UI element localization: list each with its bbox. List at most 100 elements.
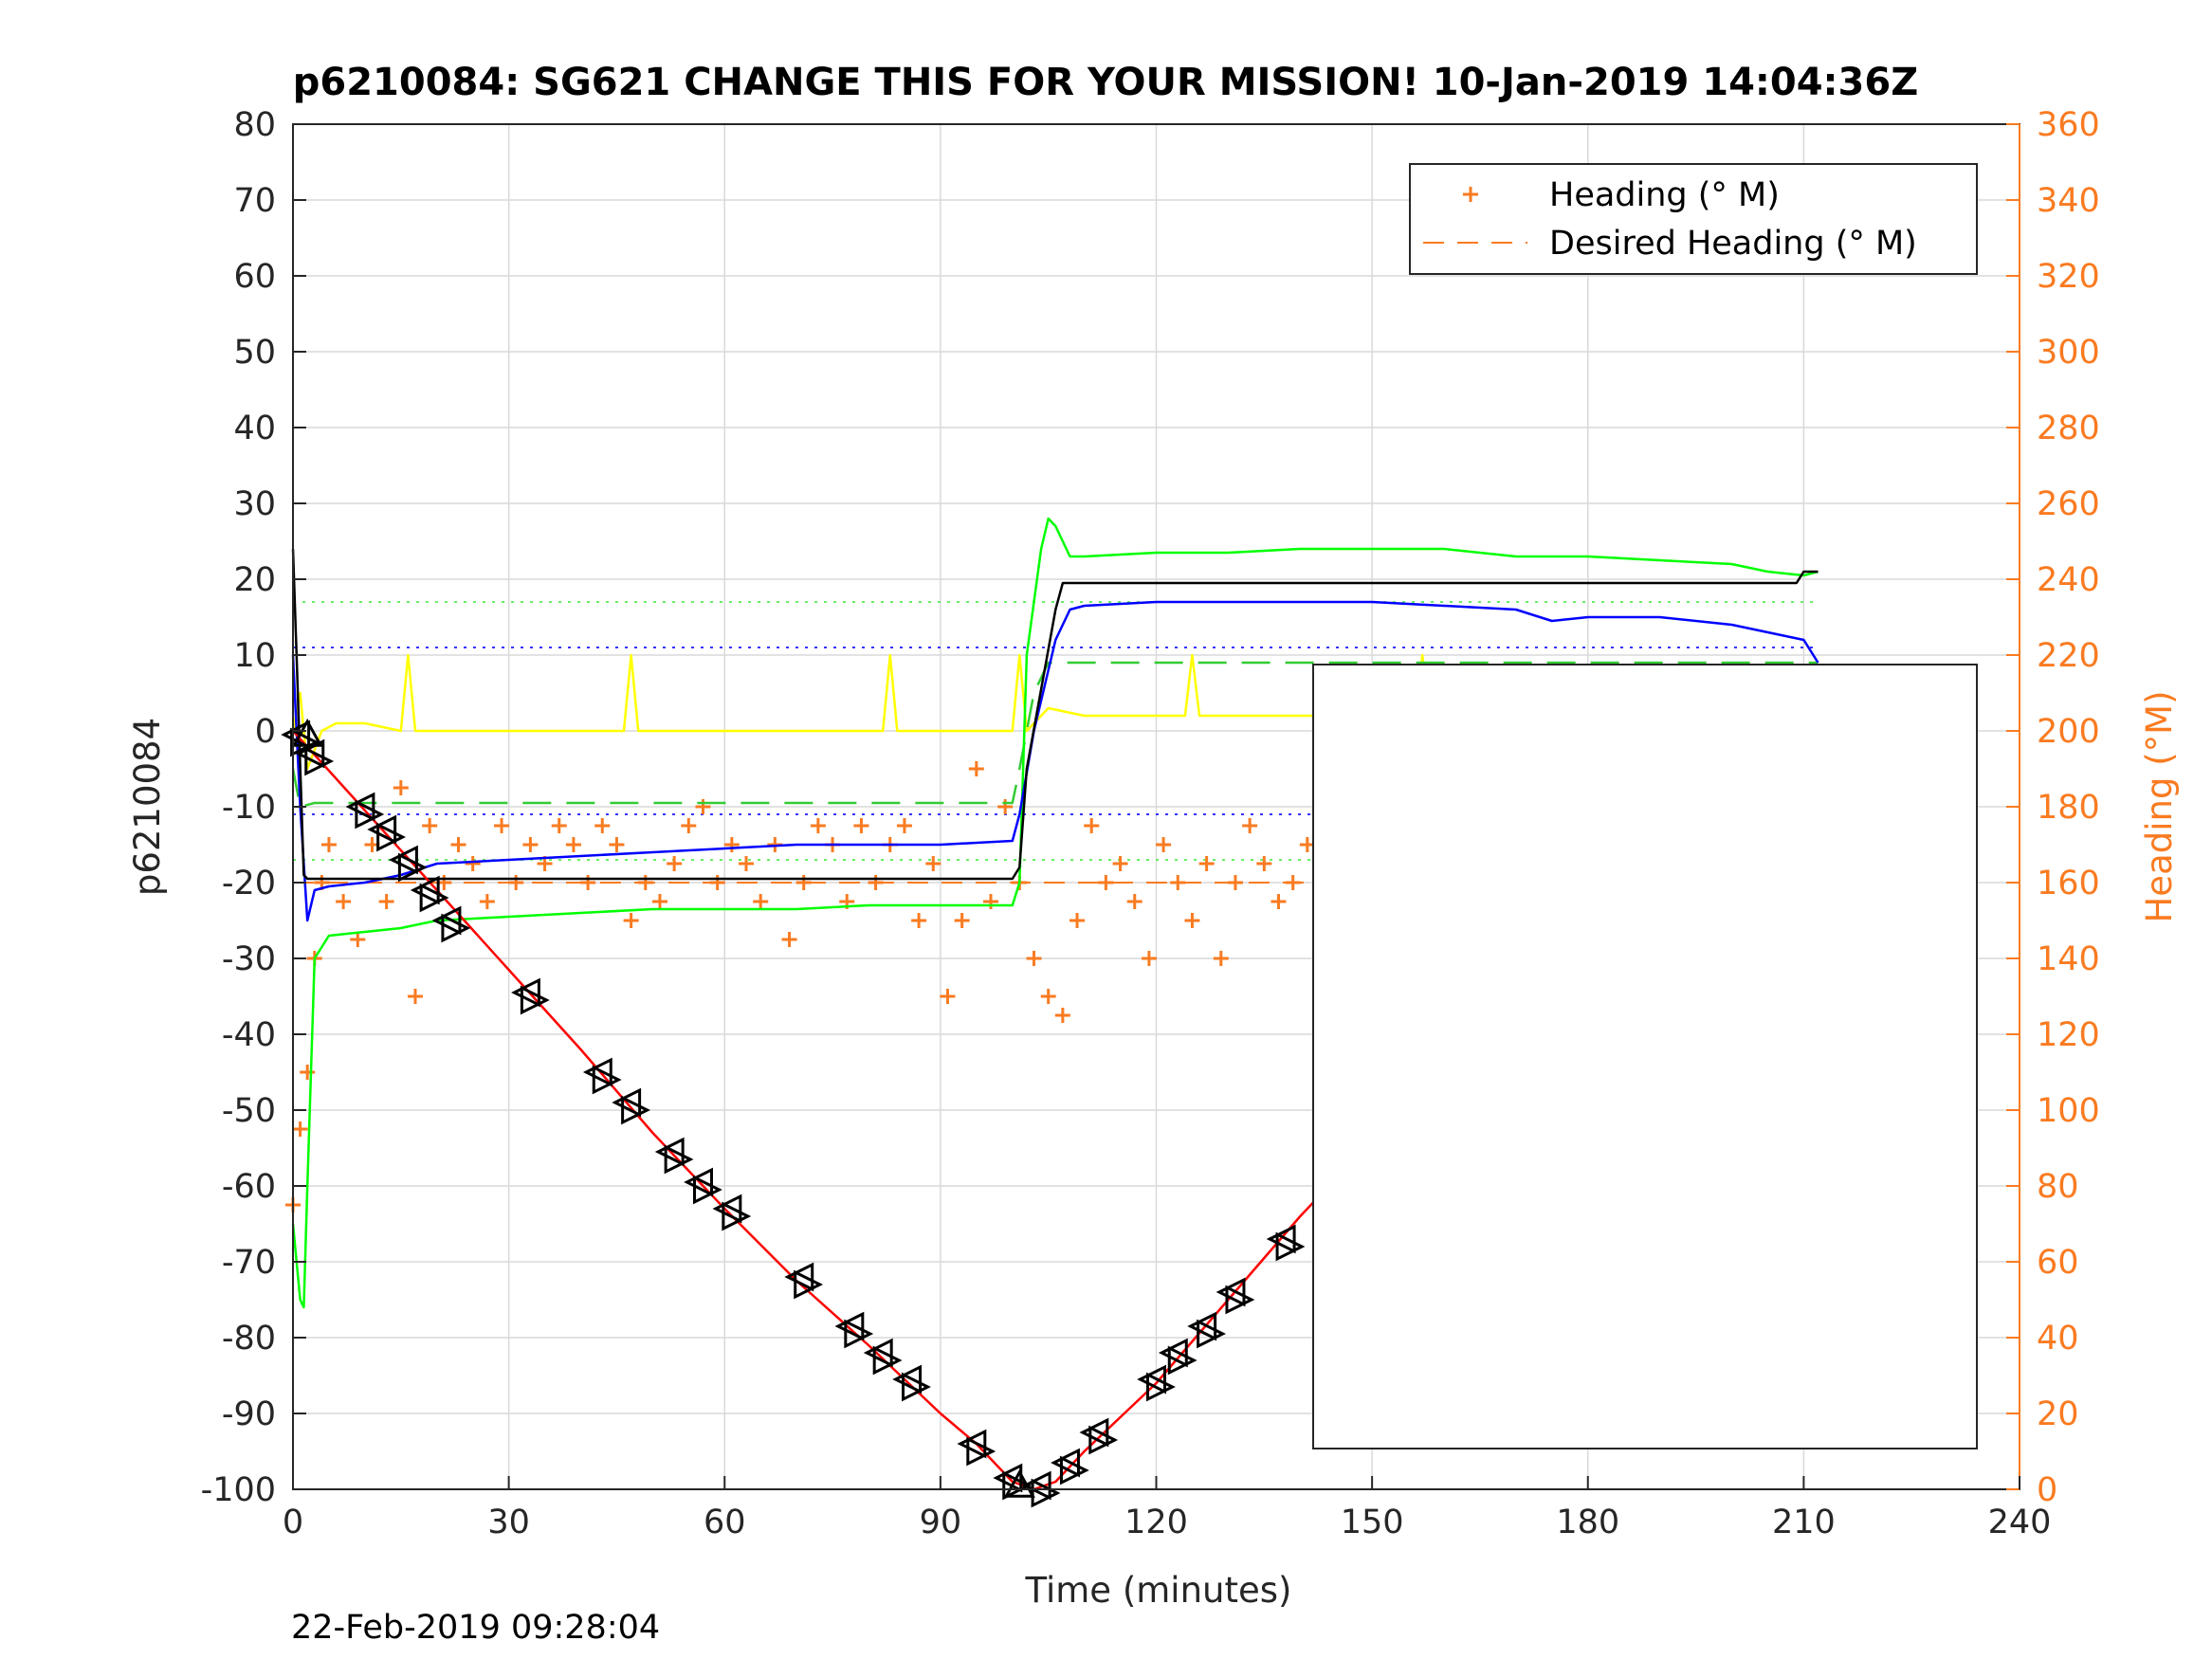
roll-to-stbd-marker [520, 985, 550, 1015]
roll-to-port-marker [511, 977, 540, 1008]
roll-to-stbd-marker [1088, 1425, 1119, 1455]
x-tick-label: 90 [920, 1504, 962, 1541]
roll-to-stbd-marker [304, 746, 335, 776]
heading-point [350, 932, 366, 947]
roll-to-port-marker [1187, 1311, 1217, 1341]
roll-to-stbd-marker [290, 727, 320, 757]
y-tick-label: 40 [233, 410, 276, 447]
legend-main [1312, 664, 1978, 1449]
heading-point [422, 818, 438, 833]
roll-to-stbd-marker [397, 852, 428, 883]
y-tick-label: -70 [222, 1244, 276, 1282]
y-tick-label: -60 [222, 1168, 276, 1206]
roll-to-port-marker [1216, 1277, 1246, 1307]
roll-to-port-marker [993, 1463, 1023, 1493]
roll-to-port-marker [1079, 1417, 1109, 1448]
heading-point [594, 818, 611, 833]
heading-point [695, 799, 711, 814]
y-tick-label: 10 [233, 637, 276, 675]
legend-heading-symbol [1463, 187, 1478, 202]
y-right-tick-label: 0 [2037, 1471, 2057, 1509]
heading-point [968, 761, 984, 776]
roll-to-stbd-marker [664, 1144, 694, 1175]
heading-point [378, 894, 394, 909]
y-right-tick-label: 60 [2037, 1244, 2079, 1282]
roll-to-port-marker [1158, 1338, 1188, 1368]
heading-point [1040, 989, 1056, 1004]
y-tick-label: 70 [233, 182, 276, 220]
heading-point [1156, 837, 1172, 852]
pitch-up-line [291, 517, 1819, 1309]
roll-to-stbd-marker [1146, 1372, 1176, 1402]
y-tick-label: -100 [201, 1471, 276, 1509]
heading-point [1112, 856, 1128, 871]
heading-point [810, 818, 826, 833]
y-right-tick-label: 40 [2037, 1320, 2079, 1358]
roll-to-port-marker [1137, 1364, 1166, 1395]
roll-to-stbd-marker [722, 1201, 752, 1231]
roll-to-port-marker [784, 1262, 814, 1292]
pitch-up-marker [1003, 1468, 1035, 1498]
legend-main-box [1312, 664, 1978, 1449]
roll-to-port-marker [612, 1087, 642, 1118]
y-right-tick-label: 120 [2037, 1016, 2100, 1054]
y-tick-label: 20 [233, 561, 276, 599]
left-axis: -100-90-80-70-60-50-40-30-20-10010203040… [201, 106, 306, 1509]
heading-point [522, 837, 539, 852]
y-right-tick-label: 320 [2037, 258, 2100, 296]
heading-point [300, 1065, 316, 1080]
x-tick-label: 210 [1772, 1504, 1836, 1541]
roll-to-stbd-marker [1197, 1319, 1226, 1349]
heading-point [609, 837, 625, 852]
heading-point [1271, 894, 1287, 909]
roll-to-port-marker [712, 1194, 742, 1224]
heading-point [1141, 951, 1157, 966]
heading-point [723, 837, 740, 852]
y-right-tick-label: 300 [2037, 334, 2100, 372]
y-tick-label: 30 [233, 485, 276, 523]
heading-point [479, 894, 495, 909]
roll-to-stbd-marker [419, 883, 449, 913]
heading-point [853, 818, 869, 833]
y-right-tick-label: 100 [2037, 1092, 2100, 1130]
heading-point [954, 913, 970, 928]
heading-point [1213, 951, 1229, 966]
legend-heading: Heading (° M) Desired Heading (° M) [1409, 163, 1978, 275]
x-tick-label: 180 [1556, 1504, 1619, 1541]
roll-to-stbd-marker [872, 1345, 903, 1376]
roll-to-stbd-marker [844, 1319, 874, 1349]
roll-to-stbd-marker [355, 799, 385, 830]
heading-point [336, 894, 352, 909]
heading-point [925, 856, 941, 871]
heading-point [940, 989, 956, 1004]
roll-to-port-marker [834, 1311, 865, 1341]
y-right-tick-label: 160 [2037, 865, 2100, 902]
roll-to-stbd-marker [1059, 1455, 1089, 1486]
vbd-line [291, 548, 1819, 881]
heading-point [896, 818, 912, 833]
y-tick-label: -10 [222, 789, 276, 827]
x-tick-label: 150 [1341, 1504, 1404, 1541]
heading-point [781, 932, 797, 947]
heading-point [1126, 894, 1143, 909]
roll-to-port-marker [654, 1137, 685, 1167]
heading-point [651, 894, 667, 909]
roll-to-port-marker [295, 738, 325, 769]
heading-point [465, 856, 481, 871]
roll-to-stbd-marker [966, 1436, 996, 1467]
x-tick-label: 120 [1124, 1504, 1188, 1541]
y-right-tick-label: 180 [2037, 789, 2100, 827]
heading-point [623, 913, 639, 928]
x-axis: 0 30 60 90 120 150 180 210 240 [283, 1476, 2051, 1541]
x-tick-label: 30 [487, 1504, 530, 1541]
roll-to-port-marker [582, 1057, 612, 1087]
heading-point [911, 913, 927, 928]
y-right-tick-label: 360 [2037, 106, 2100, 144]
y-tick-label: 60 [233, 258, 276, 296]
y-tick-label: -30 [222, 940, 276, 978]
roll-to-port-marker [345, 792, 375, 822]
y-right-tick-label: 240 [2037, 561, 2100, 599]
y-tick-label: 50 [233, 334, 276, 372]
pitch-up-marker [291, 718, 323, 747]
roll-to-port-marker [410, 875, 440, 905]
